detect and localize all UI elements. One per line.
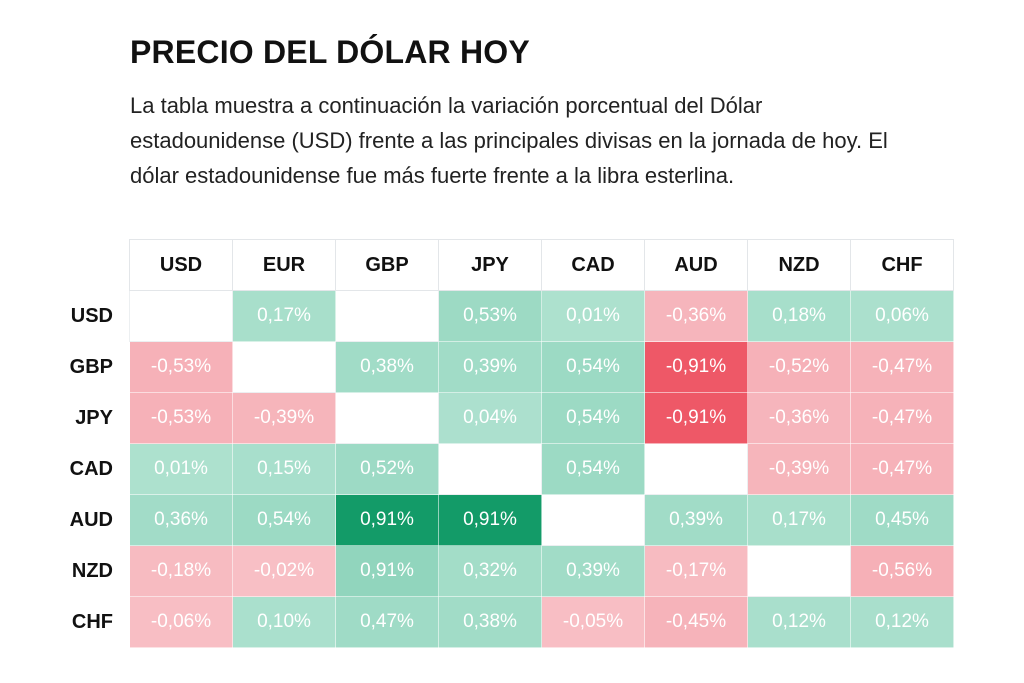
- table-row: CAD 0,01% 0,15% 0,52% 0,54% -0,39% -0,47%: [35, 443, 954, 495]
- heatmap-cell: -0,47%: [850, 392, 954, 444]
- heatmap-cell: 0,91%: [335, 545, 439, 597]
- heatmap-cell: -0,52%: [747, 341, 851, 393]
- heatmap-cell: -0,47%: [850, 443, 954, 495]
- heatmap-cell: 0,54%: [541, 392, 645, 444]
- heatmap-cell: -0,36%: [747, 392, 851, 444]
- heatmap-cell: -0,18%: [129, 545, 233, 597]
- heatmap-cell: 0,54%: [232, 494, 336, 546]
- heatmap-cell: -0,39%: [747, 443, 851, 495]
- heatmap-cell: -0,39%: [232, 392, 336, 444]
- description-text: La tabla muestra a continuación la varia…: [130, 93, 888, 188]
- heatmap-cell: [129, 290, 233, 342]
- row-header: USD: [70, 304, 113, 327]
- heatmap-cell: 0,12%: [747, 596, 851, 648]
- heatmap-cell: 0,18%: [747, 290, 851, 342]
- heatmap-cell: 0,12%: [850, 596, 954, 648]
- column-header-chf: CHF: [850, 239, 954, 291]
- heatmap-cell: -0,91%: [644, 392, 748, 444]
- heatmap-cell: -0,02%: [232, 545, 336, 597]
- heatmap-cell: [335, 392, 439, 444]
- heatmap-cell: 0,17%: [232, 290, 336, 342]
- row-header: AUD: [69, 508, 113, 531]
- heatmap-cell: -0,53%: [129, 392, 233, 444]
- table-row: USD 0,17% 0,53% 0,01% -0,36% 0,18% 0,06%: [35, 290, 954, 342]
- heatmap-cell: 0,01%: [541, 290, 645, 342]
- heatmap-cell: 0,38%: [438, 596, 542, 648]
- row-header: CHF: [71, 610, 113, 633]
- heatmap-cell: 0,39%: [541, 545, 645, 597]
- heatmap-cell: -0,06%: [129, 596, 233, 648]
- column-header-jpy: JPY: [438, 239, 542, 291]
- column-header-eur: EUR: [232, 239, 336, 291]
- table-row: GBP -0,53% 0,38% 0,39% 0,54% -0,91% -0,52% -0,4…: [35, 341, 954, 393]
- heatmap-cell: 0,32%: [438, 545, 542, 597]
- heatmap-cell: 0,54%: [541, 341, 645, 393]
- heatmap-cell: 0,36%: [129, 494, 233, 546]
- row-header: JPY: [75, 406, 113, 429]
- table-row: JPY -0,53% -0,39% 0,04% 0,54% -0,91% -0,36% -0,…: [35, 392, 954, 444]
- heatmap-cell: -0,47%: [850, 341, 954, 393]
- heatmap-cell: [644, 443, 748, 495]
- currency-heatmap: USD EUR GBP JPY CAD AUD NZD CHF USD 0,17%…: [35, 239, 954, 648]
- heatmap-cell: 0,04%: [438, 392, 542, 444]
- heatmap-cell: [438, 443, 542, 495]
- heatmap-cell: -0,45%: [644, 596, 748, 648]
- column-header-usd: USD: [129, 239, 233, 291]
- table-row: AUD 0,36% 0,54% 0,91% 0,91% 0,39% 0,17% 0,45%: [35, 494, 954, 546]
- heatmap-cell: 0,54%: [541, 443, 645, 495]
- heatmap-cell: -0,53%: [129, 341, 233, 393]
- heatmap-cell: 0,10%: [232, 596, 336, 648]
- heatmap-cell: 0,06%: [850, 290, 954, 342]
- heatmap-cell: 0,52%: [335, 443, 439, 495]
- table-row: NZD -0,18% -0,02% 0,91% 0,32% 0,39% -0,17% -0,5…: [35, 545, 954, 597]
- table-row: CHF -0,06% 0,10% 0,47% 0,38% -0,05% -0,45% 0,12…: [35, 596, 954, 648]
- heatmap-cell: [541, 494, 645, 546]
- heatmap-cell: -0,91%: [644, 341, 748, 393]
- page-title: PRECIO DEL DÓLAR HOY: [130, 34, 530, 70]
- column-header-cad: CAD: [541, 239, 645, 291]
- heatmap-body: USD 0,17% 0,53% 0,01% -0,36% 0,18% 0,06% GBP -0,…: [35, 290, 954, 648]
- heatmap-cell: -0,56%: [850, 545, 954, 597]
- column-header-aud: AUD: [644, 239, 748, 291]
- heatmap-cell: 0,17%: [747, 494, 851, 546]
- heatmap-cell: [335, 290, 439, 342]
- heatmap-cell: [232, 341, 336, 393]
- heatmap-cell: 0,47%: [335, 596, 439, 648]
- heatmap-cell: [747, 545, 851, 597]
- heatmap-cell: 0,91%: [335, 494, 439, 546]
- heatmap-cell: 0,45%: [850, 494, 954, 546]
- heatmap-cell: 0,53%: [438, 290, 542, 342]
- heatmap-cell: 0,39%: [644, 494, 748, 546]
- heatmap-cell: 0,91%: [438, 494, 542, 546]
- heatmap-cell: 0,39%: [438, 341, 542, 393]
- row-header: GBP: [69, 355, 113, 378]
- heatmap-cell: -0,17%: [644, 545, 748, 597]
- row-header: CAD: [69, 457, 113, 480]
- heatmap-cell: -0,05%: [541, 596, 645, 648]
- heatmap-cell: -0,36%: [644, 290, 748, 342]
- column-header-row: USD EUR GBP JPY CAD AUD NZD CHF: [35, 239, 954, 291]
- heatmap-cell: 0,15%: [232, 443, 336, 495]
- heatmap-cell: 0,38%: [335, 341, 439, 393]
- heatmap-cell: 0,01%: [129, 443, 233, 495]
- header-corner: [35, 240, 130, 291]
- column-header-gbp: GBP: [335, 239, 439, 291]
- row-header: NZD: [71, 559, 113, 582]
- column-header-nzd: NZD: [747, 239, 851, 291]
